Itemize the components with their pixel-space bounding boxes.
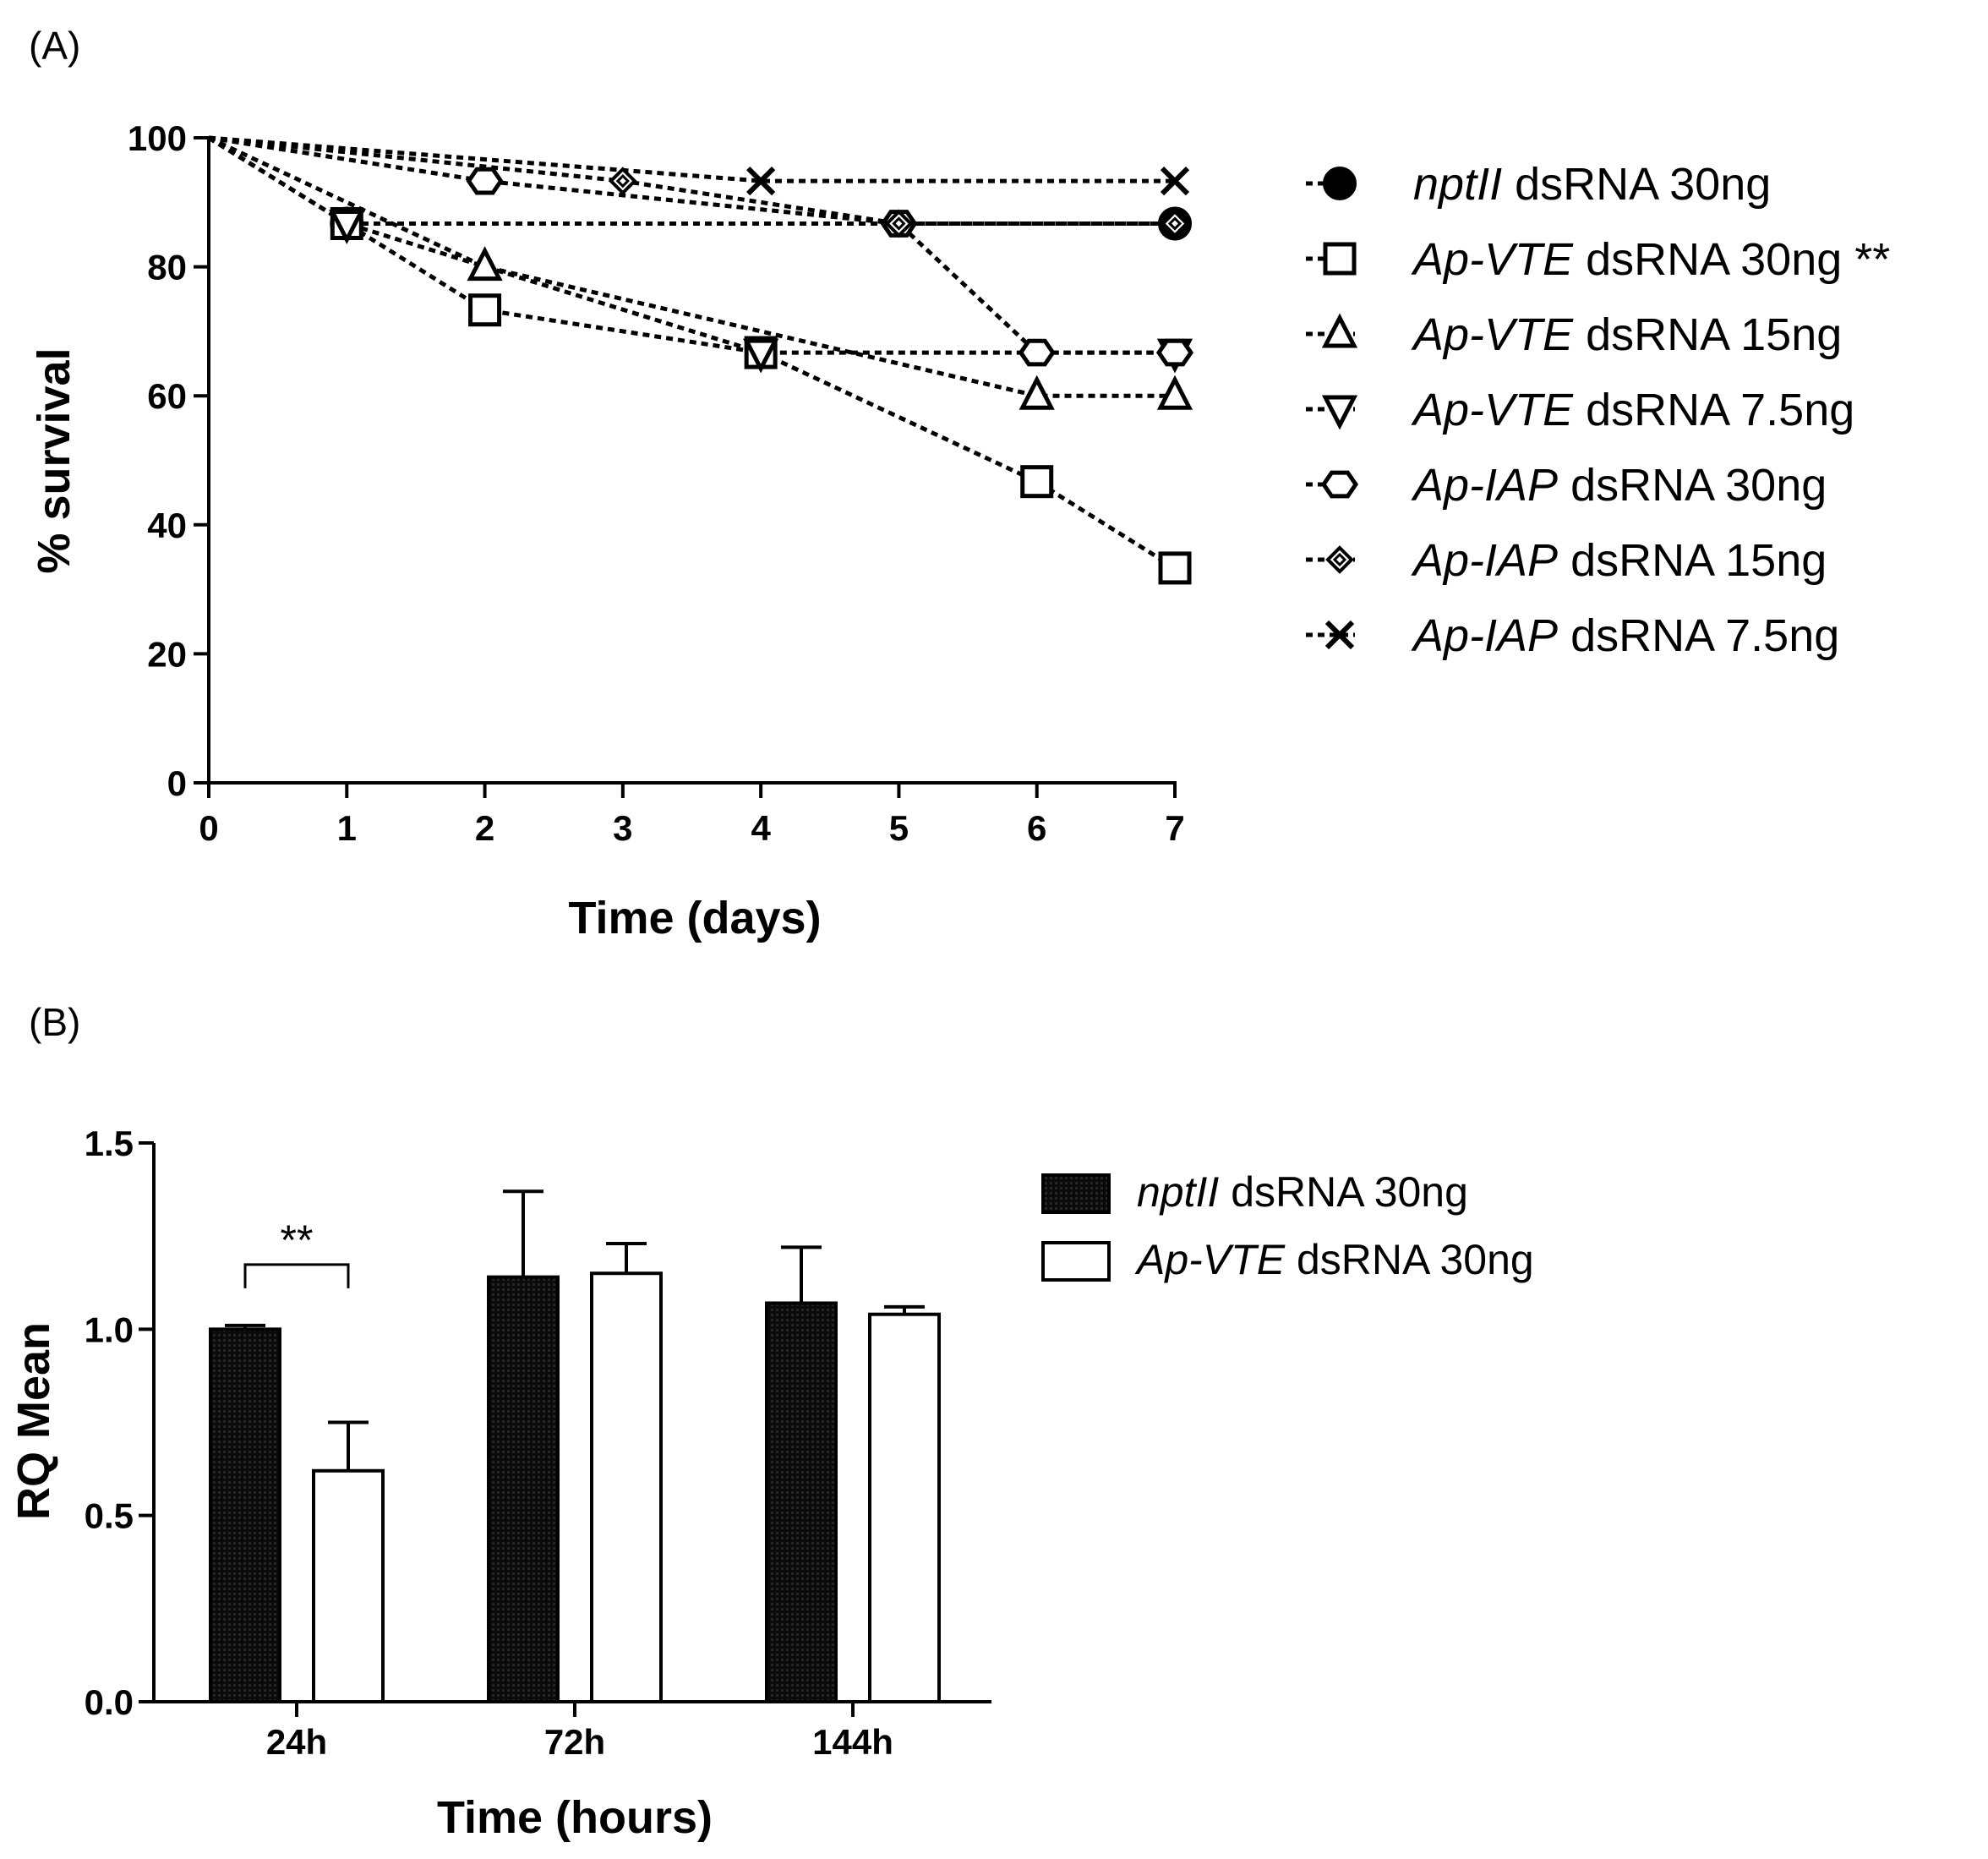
legend-marker-open-square: [1323, 242, 1357, 276]
survival-chart: (A) 0 20 40 60 80 100 0 1 2 3 4 5 6 7 Time (days) % s…: [29, 24, 1890, 943]
x-tick-label-a: 7: [1165, 808, 1184, 848]
panel-label-b: (B): [29, 1000, 80, 1044]
x-tick-label-a: 6: [1027, 808, 1046, 848]
legend-label: Ap-IAP dsRNA 30ng: [1411, 460, 1827, 511]
data-point-ap-vte-1: [1020, 465, 1054, 499]
series-line-ap-iap-5: [208, 135, 1175, 226]
legend-label: Ap-VTE dsRNA 30ng: [1134, 1236, 1534, 1283]
data-point-ap-vte-1: [468, 293, 502, 327]
y-tick-label-b: 0.5: [85, 1496, 134, 1536]
data-point-ap-vte-2: [1019, 375, 1055, 410]
x-tick-label-a: 0: [199, 808, 218, 848]
legend-marker-x-cross: [1324, 620, 1355, 650]
legend-label: Ap-VTE dsRNA 15ng: [1411, 309, 1842, 360]
series-line-ap-iap-4: [208, 135, 1175, 355]
data-point-ap-iap-4: [1018, 338, 1056, 367]
x-tick-label-b: 72h: [544, 1722, 605, 1762]
y-tick-label-a: 80: [147, 248, 187, 287]
significance-bracket: [243, 1263, 350, 1288]
x-tick-label-a: 1: [337, 808, 357, 848]
x-axis-title-a: Time (days): [568, 893, 821, 943]
legend-a: nptII dsRNA 30ng Ap-VTE dsRNA 30ng ** Ap-V…: [1306, 159, 1890, 661]
legend-label: Ap-IAP dsRNA 15ng: [1411, 535, 1827, 586]
data-point-ap-iap-6: [1160, 166, 1190, 196]
x-tick-label-a: 3: [613, 808, 632, 848]
y-axis-title-a: % survival: [29, 347, 79, 573]
data-point-ap-vte-2: [467, 246, 503, 282]
x-tick-label-b: 24h: [266, 1722, 327, 1762]
y-tick-label-a: 100: [128, 118, 187, 158]
legend-marker-open-hexagon: [1320, 470, 1359, 499]
y-tick-label-a: 0: [167, 763, 187, 803]
data-point-ap-vte-2: [1156, 375, 1193, 410]
bar-ap-vte-144h: [868, 1312, 941, 1703]
legend-label: nptII dsRNA 30ng: [1413, 159, 1771, 210]
y-tick-label-a: 60: [147, 376, 187, 416]
x-axis-title-b: Time (hours): [437, 1792, 713, 1843]
bar-nptii-24h: [209, 1327, 281, 1704]
data-point-ap-iap-4: [466, 167, 504, 195]
data-point-ap-iap-5: [884, 209, 914, 238]
x-tick-label-a: 4: [751, 808, 771, 848]
legend-b: nptII dsRNA 30ng Ap-VTE dsRNA 30ng: [1041, 1168, 1534, 1283]
y-tick-label-a: 20: [147, 634, 187, 674]
y-axis-title-b: RQ Mean: [8, 1322, 59, 1520]
x-tick-label-b: 144h: [812, 1722, 893, 1762]
legend-label: Ap-VTE dsRNA 7.5ng: [1411, 385, 1854, 435]
legend-label: Ap-IAP dsRNA 7.5ng: [1411, 610, 1839, 661]
significance-label: **: [281, 1217, 314, 1264]
x-tick-label-a: 5: [889, 808, 909, 848]
legend-label: Ap-VTE dsRNA 30ng **: [1411, 234, 1890, 285]
expression-chart: (B) 0.0 0.5 1.0 1.5 24h 72h 144h ** Time (hour…: [8, 1000, 1534, 1843]
data-point-ap-iap-5: [1161, 209, 1189, 238]
y-tick-label-b: 1.5: [85, 1124, 134, 1163]
data-point-ap-vte-1: [1158, 551, 1192, 585]
legend-swatch: [1041, 1173, 1111, 1214]
legend-swatch: [1041, 1241, 1111, 1282]
panel-label-a: (A): [29, 24, 80, 68]
legend-marker-open-diamond: [1325, 545, 1354, 574]
bar-nptii-144h: [765, 1301, 838, 1704]
series-line-ap-vte-2: [207, 135, 1175, 398]
series-line-ap-vte-3: [207, 135, 1175, 355]
y-tick-label-b: 1.0: [85, 1310, 134, 1349]
data-point-ap-iap-6: [746, 166, 776, 196]
legend-label: nptII dsRNA 30ng: [1137, 1168, 1468, 1216]
y-tick-label-a: 40: [147, 506, 187, 545]
bar-ap-vte-72h: [590, 1271, 663, 1703]
data-point-ap-iap-4: [1155, 338, 1194, 367]
bar-nptii-72h: [487, 1275, 560, 1703]
data-point-ap-iap-5: [609, 167, 637, 195]
series-line-ap-iap-6: [208, 135, 1175, 183]
data-point-ap-vte-3: [329, 209, 365, 244]
legend-marker-open-triangle-up: [1321, 313, 1358, 348]
legend-marker-filled-circle: [1323, 167, 1357, 200]
x-tick-label-a: 2: [475, 808, 494, 848]
legend-marker-open-triangle-down: [1321, 395, 1358, 430]
data-point-ap-vte-3: [743, 338, 779, 374]
bar-ap-vte-24h: [312, 1468, 385, 1703]
y-tick-label-b: 0.0: [85, 1682, 134, 1722]
